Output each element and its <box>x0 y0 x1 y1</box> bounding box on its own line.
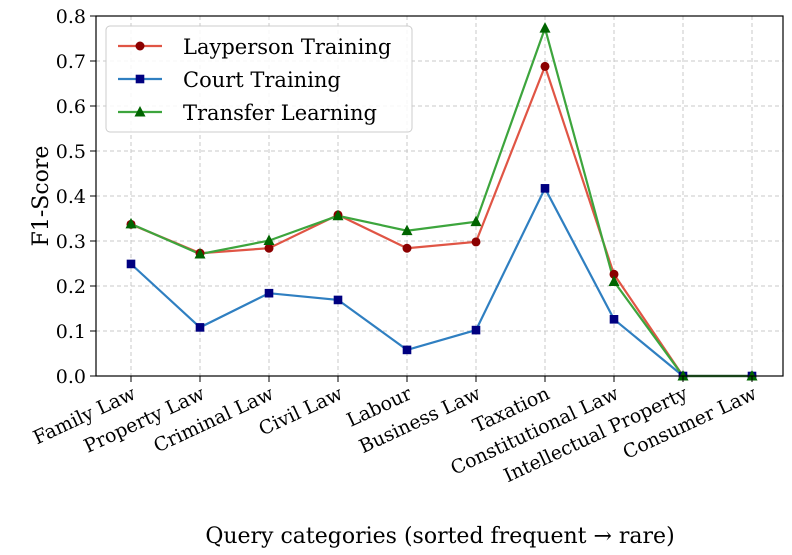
series-markers <box>125 22 758 381</box>
data-point-marker <box>609 269 619 279</box>
data-point-marker <box>194 248 206 259</box>
series-lines <box>130 24 752 378</box>
data-point-marker <box>746 370 758 381</box>
data-point-marker <box>125 217 137 229</box>
y-tick-label: 0.8 <box>56 6 86 28</box>
data-point-marker <box>264 243 274 253</box>
x-axis-title: Query categories (sorted frequent → rare… <box>205 524 674 549</box>
y-tick-label: 0.4 <box>56 186 86 208</box>
legend-swatch-marker <box>134 106 146 117</box>
y-tick-label: 0.5 <box>56 141 86 163</box>
data-point-marker <box>195 323 205 332</box>
y-tick-label: 0.3 <box>56 231 86 253</box>
data-point-marker <box>677 370 689 381</box>
data-point-marker <box>540 61 550 71</box>
data-point-marker <box>471 325 481 335</box>
y-tick-label: 0.7 <box>56 51 86 73</box>
data-point-marker <box>540 184 550 193</box>
series-line <box>130 185 752 378</box>
legend-box <box>105 25 413 133</box>
legend-label: Court Training <box>183 68 341 92</box>
legend: Layperson Training Court Training Transfer… <box>105 25 413 133</box>
data-point-marker <box>471 237 481 247</box>
data-point-marker <box>539 22 551 33</box>
data-point-marker <box>402 243 412 253</box>
legend-label: Layperson Training <box>183 35 391 59</box>
y-tick-label: 0.1 <box>56 321 86 343</box>
y-tick-label: 0.2 <box>56 276 86 298</box>
legend-label: Transfer Learning <box>183 101 377 125</box>
data-point-marker <box>264 288 274 298</box>
y-axis-title: F1-Score <box>29 146 54 247</box>
legend-swatch-marker <box>135 41 145 51</box>
data-point-marker <box>263 234 275 246</box>
data-point-marker <box>609 315 619 324</box>
data-point-marker <box>333 295 343 305</box>
y-tick-label: 0.0 <box>56 366 86 388</box>
y-tick-label: 0.6 <box>56 96 86 118</box>
legend-swatch-marker <box>135 74 145 84</box>
series-line <box>130 24 752 378</box>
series-line <box>130 63 752 378</box>
data-point-marker <box>126 259 136 269</box>
data-point-marker <box>332 209 344 221</box>
y-axis-ticks: 0.0 0.1 0.2 0.3 0.4 0.5 0.6 0.7 0.8 <box>56 6 96 388</box>
data-point-marker <box>470 215 482 227</box>
data-point-marker <box>608 275 620 286</box>
data-point-marker <box>401 224 413 236</box>
data-point-marker <box>402 345 412 355</box>
